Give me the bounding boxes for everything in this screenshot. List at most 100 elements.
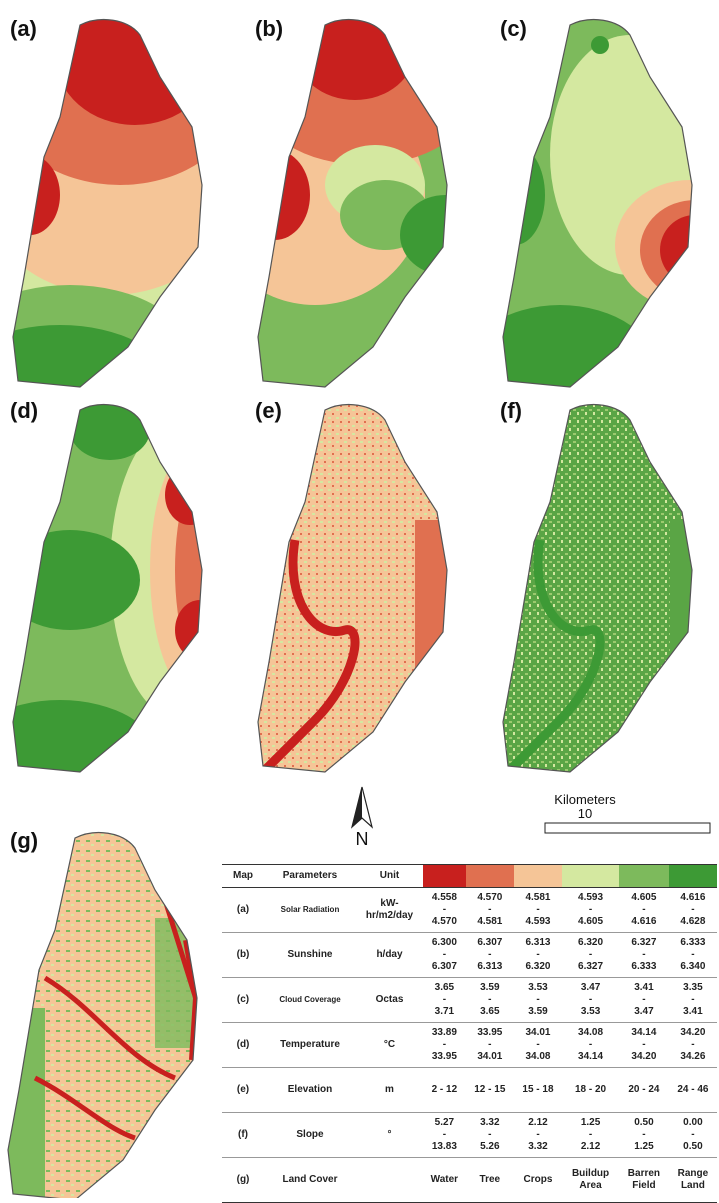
class-cell: 2 - 12 — [423, 1068, 466, 1113]
class-cell: 4.593 - 4.605 — [562, 888, 619, 933]
scale-value: 10 — [578, 806, 592, 821]
legend-table: MapParametersUnit (a)Solar RadiationkW-h… — [222, 864, 717, 1203]
class-cell: 33.95 - 34.01 — [466, 1023, 514, 1068]
class-cell: 2.12 - 3.32 — [514, 1113, 562, 1158]
unit-cell: ° — [356, 1113, 423, 1158]
map-cell: (g) — [222, 1158, 264, 1203]
class-cell: 4.570 - 4.581 — [466, 888, 514, 933]
legend-swatch — [423, 865, 466, 888]
map-cell: (d) — [222, 1023, 264, 1068]
class-cell: 6.333 - 6.340 — [669, 933, 717, 978]
map-cell: (b) — [222, 933, 264, 978]
header-cell: Unit — [356, 865, 423, 888]
class-cell: Crops — [514, 1158, 562, 1203]
panel-label: (c) — [500, 16, 527, 41]
class-cell: 34.14 - 34.20 — [619, 1023, 669, 1068]
class-cell: 3.59 - 3.65 — [466, 978, 514, 1023]
map-c — [460, 15, 719, 445]
unit-cell: kW-hr/m2/day — [356, 888, 423, 933]
parameter-cell: Elevation — [264, 1068, 356, 1113]
class-cell: Buildup Area — [562, 1158, 619, 1203]
north-label: N — [356, 829, 369, 849]
class-cell: 12 - 15 — [466, 1068, 514, 1113]
class-cell: 15 - 18 — [514, 1068, 562, 1113]
map-g — [5, 828, 205, 1198]
parameter-cell: Sunshine — [264, 933, 356, 978]
map-d — [0, 400, 250, 820]
parameter-cell: Cloud Coverage — [264, 978, 356, 1023]
class-cell: Water — [423, 1158, 466, 1203]
panel-label: (e) — [255, 398, 282, 423]
header-cell: Map — [222, 865, 264, 888]
class-cell: 3.47 - 3.53 — [562, 978, 619, 1023]
legend-swatch — [669, 865, 717, 888]
parameter-cell: Land Cover — [264, 1158, 356, 1203]
parameter-cell: Slope — [264, 1113, 356, 1158]
class-cell: 3.53 - 3.59 — [514, 978, 562, 1023]
class-cell: 0.00 - 0.50 — [669, 1113, 717, 1158]
class-cell: Tree — [466, 1158, 514, 1203]
class-cell: 34.08 - 34.14 — [562, 1023, 619, 1068]
map-cell: (a) — [222, 888, 264, 933]
class-cell: 33.89 - 33.95 — [423, 1023, 466, 1068]
panel-label: (f) — [500, 398, 522, 423]
class-cell: 4.605 - 4.616 — [619, 888, 669, 933]
legend-swatch — [619, 865, 669, 888]
legend-swatch — [514, 865, 562, 888]
class-cell: 6.313 - 6.320 — [514, 933, 562, 978]
legend-swatch — [466, 865, 514, 888]
class-cell: 4.616 - 4.628 — [669, 888, 717, 933]
class-cell: 0.50 - 1.25 — [619, 1113, 669, 1158]
panel-label: (a) — [10, 16, 37, 41]
page: (a) (b) (c) (d) (e) (f) (g) N Kilometers… — [0, 0, 719, 1198]
map-cell: (c) — [222, 978, 264, 1023]
map-e — [255, 400, 455, 780]
scale-bar — [545, 823, 710, 833]
class-cell: 34.01 - 34.08 — [514, 1023, 562, 1068]
class-cell: 5.27 - 13.83 — [423, 1113, 466, 1158]
map-cell: (f) — [222, 1113, 264, 1158]
class-cell: 4.558 - 4.570 — [423, 888, 466, 933]
unit-cell — [356, 1158, 423, 1203]
map-cell: (e) — [222, 1068, 264, 1113]
unit-cell: Octas — [356, 978, 423, 1023]
panel-label: (b) — [255, 16, 283, 41]
header-cell: Parameters — [264, 865, 356, 888]
class-cell: 3.35 - 3.41 — [669, 978, 717, 1023]
class-cell: 3.41 - 3.47 — [619, 978, 669, 1023]
panel-label: (g) — [10, 828, 38, 853]
north-arrow: N — [352, 787, 372, 849]
class-cell: 4.581 - 4.593 — [514, 888, 562, 933]
class-cell: Barren Field — [619, 1158, 669, 1203]
panel-label: (d) — [10, 398, 38, 423]
parameter-cell: Solar Radiation — [264, 888, 356, 933]
unit-cell: h/day — [356, 933, 423, 978]
parameter-cell: Temperature — [264, 1023, 356, 1068]
class-cell: 3.32 - 5.26 — [466, 1113, 514, 1158]
class-cell: 18 - 20 — [562, 1068, 619, 1113]
unit-cell: m — [356, 1068, 423, 1113]
class-cell: 20 - 24 — [619, 1068, 669, 1113]
class-cell: Range Land — [669, 1158, 717, 1203]
scale-title: Kilometers — [554, 792, 616, 807]
unit-cell: °C — [356, 1023, 423, 1068]
class-cell: 6.320 - 6.327 — [562, 933, 619, 978]
map-b — [205, 0, 490, 395]
class-cell: 34.20 - 34.26 — [669, 1023, 717, 1068]
class-cell: 6.307 - 6.313 — [466, 933, 514, 978]
map-f — [500, 400, 700, 780]
class-cell: 1.25 - 2.12 — [562, 1113, 619, 1158]
class-cell: 6.327 - 6.333 — [619, 933, 669, 978]
class-cell: 3.65 - 3.71 — [423, 978, 466, 1023]
map-a — [0, 0, 240, 445]
legend-swatch — [562, 865, 619, 888]
class-cell: 6.300 - 6.307 — [423, 933, 466, 978]
